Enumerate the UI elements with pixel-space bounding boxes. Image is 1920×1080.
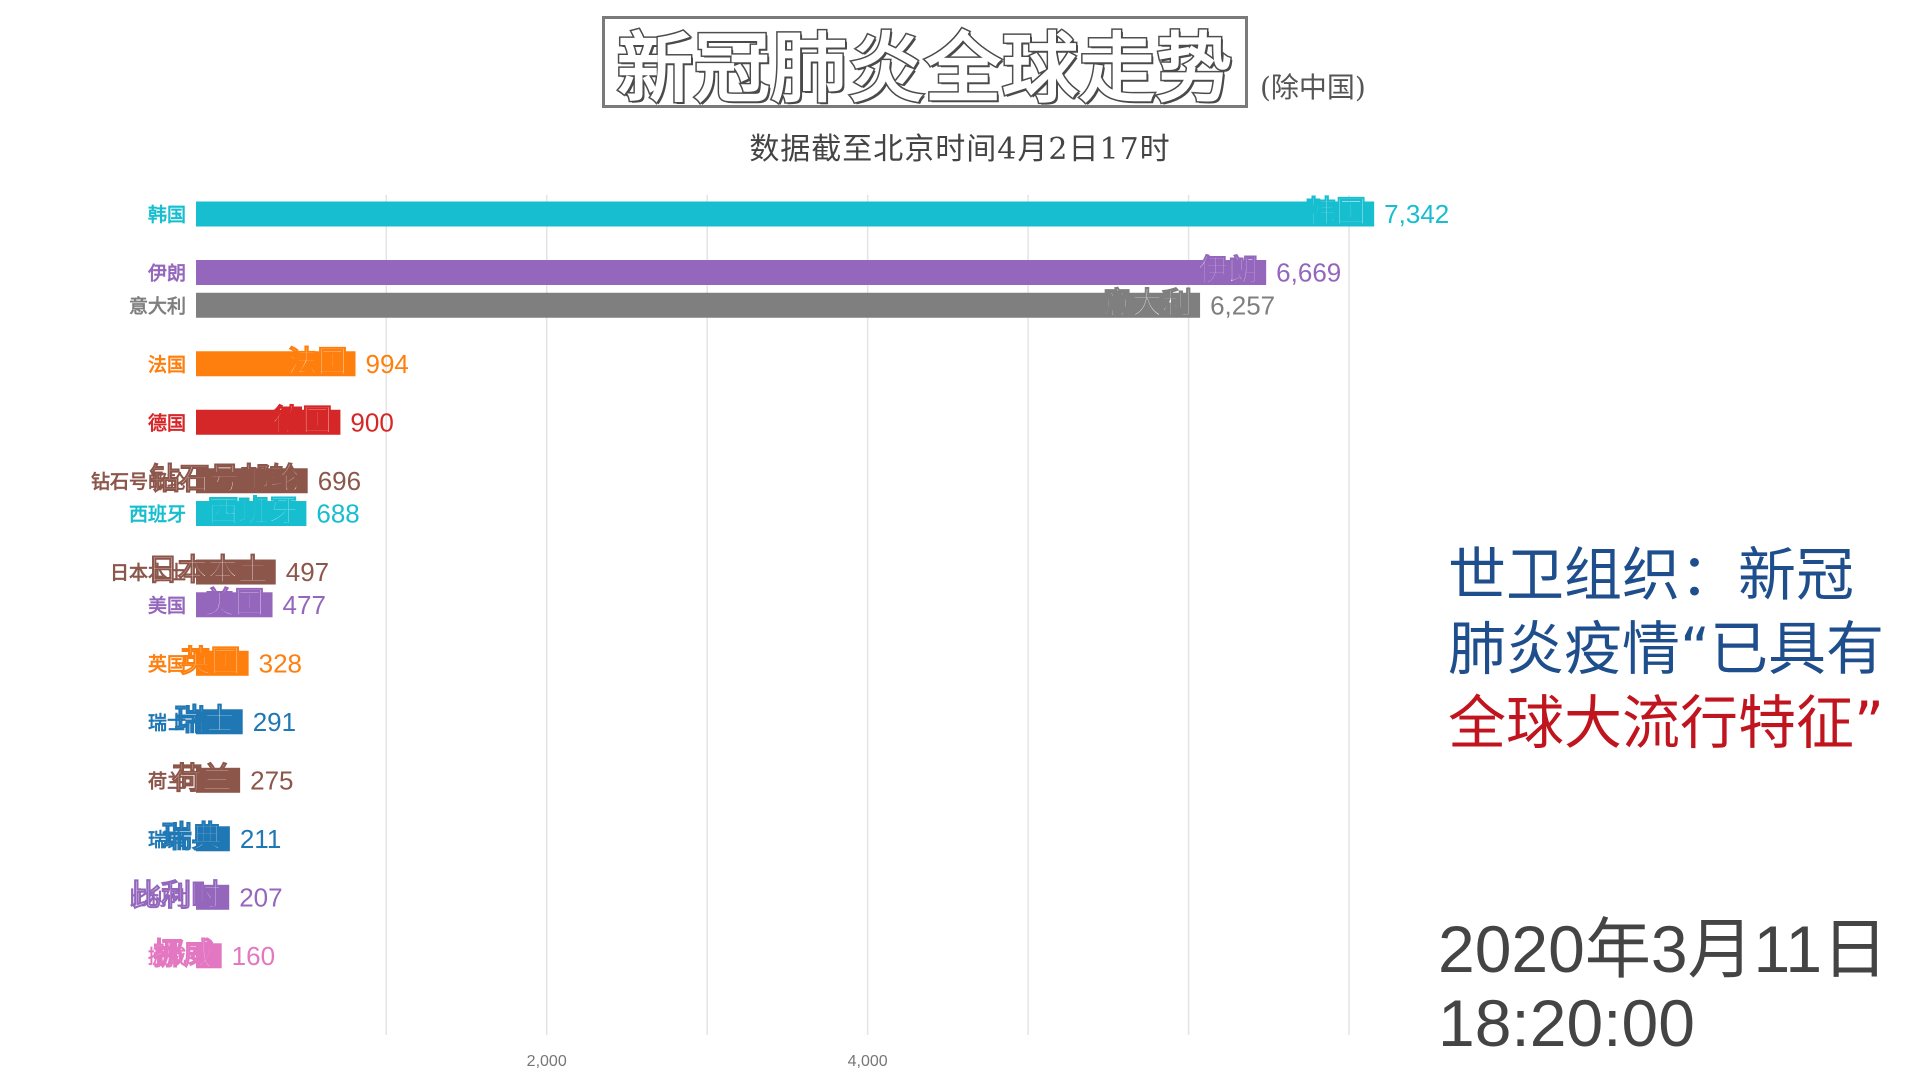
category-label: 比利时 (129, 887, 186, 909)
category-label: 法国 (148, 353, 186, 376)
bar-inner-label: 西班牙 (208, 495, 298, 530)
bar-inner-label: 瑞士 (175, 703, 235, 738)
value-label: 994 (366, 349, 409, 379)
category-label: 伊朗 (147, 262, 186, 285)
bar-inner-label: 挪威 (154, 937, 214, 972)
bar-inner-label: 美国 (205, 586, 265, 621)
value-label: 207 (239, 882, 282, 912)
timestamp-block: 2020年3月11日 18:20:00 (1438, 912, 1888, 1060)
value-label: 211 (240, 824, 281, 854)
bar (196, 201, 1375, 227)
bar-inner-label: 韩国 (1306, 195, 1366, 230)
bar (196, 767, 241, 793)
tick-layer: 2,000 4,000 (527, 1053, 888, 1070)
bar (196, 943, 222, 969)
category-label: 瑞士 (148, 711, 186, 734)
bar-inner-label: 英国 (181, 644, 241, 679)
bar-inner-label: 瑞典 (162, 820, 222, 855)
bar (196, 292, 1201, 318)
title-box: 新冠肺炎全球走势 (602, 16, 1248, 115)
value-label: 7,342 (1384, 199, 1449, 229)
value-label: 696 (318, 466, 361, 496)
title-note: (除中国) (1260, 71, 1366, 104)
bar-inner-label: 比利时 (131, 878, 221, 913)
category-label: 西班牙 (129, 503, 186, 526)
category-label: 钻石号邮轮 (91, 470, 186, 493)
annotation-line-3: 全球大流行特征” (1448, 689, 1885, 757)
value-label: 688 (316, 499, 359, 529)
bar (196, 501, 307, 527)
bar-layer: 韩国 韩国 7,342 伊朗 伊朗 6,669 意大利 意大利 6,257 法国 法国 994 德国 德国… (91, 195, 1449, 973)
bar (196, 650, 249, 676)
bar-inner-label: 荷兰 (172, 761, 232, 796)
category-label: 英国 (148, 652, 186, 675)
bar-inner-label: 钻石号邮轮 (150, 462, 300, 497)
annotation-line-2: 肺炎疫情“已具有 (1448, 615, 1885, 683)
annotation-line-1: 世卫组织：新冠 (1448, 541, 1855, 609)
grid-layer (385, 195, 1350, 1035)
value-label: 291 (253, 707, 296, 737)
value-label: 6,257 (1210, 290, 1275, 320)
category-label: 挪威 (148, 945, 186, 968)
bar (196, 409, 341, 435)
bar (196, 260, 1267, 285)
bar-inner-label: 日本本土 (148, 553, 268, 588)
value-label: 6,669 (1276, 258, 1341, 288)
bar-inner-label: 意大利 (1102, 286, 1192, 321)
value-label: 275 (250, 765, 293, 795)
category-label: 荷兰 (148, 769, 186, 792)
category-label: 瑞典 (148, 828, 186, 851)
bar-inner-label: 德国 (272, 403, 332, 438)
bar-inner-label: 伊朗 (1197, 254, 1258, 289)
bar (196, 826, 230, 852)
chart-title: 新冠肺炎全球走势 (616, 23, 1234, 115)
bar (196, 709, 243, 735)
value-label: 328 (259, 648, 302, 678)
value-label: 497 (286, 557, 329, 587)
category-label: 意大利 (129, 294, 186, 317)
bar-inner-label: 法国 (288, 345, 348, 380)
who-annotation: 世卫组织：新冠 肺炎疫情“已具有 全球大流行特征” (1448, 538, 1920, 760)
bar (196, 884, 230, 910)
timestamp-date: 2020年3月11日 (1438, 912, 1889, 986)
value-label: 477 (283, 590, 326, 620)
chart-subtitle: 数据截至北京时间4月2日17时 (749, 132, 1171, 167)
category-label: 德国 (148, 411, 186, 434)
timestamp-time: 18:20:00 (1438, 986, 1695, 1060)
category-label: 日本本土 (110, 561, 186, 584)
x-tick-label: 4,000 (848, 1053, 888, 1070)
bar (196, 592, 273, 618)
category-label: 韩国 (148, 203, 186, 226)
x-tick-label: 2,000 (527, 1053, 567, 1070)
value-label: 160 (232, 941, 275, 971)
bar (196, 351, 356, 377)
value-label: 900 (350, 407, 393, 437)
category-label: 美国 (148, 594, 186, 617)
bar (196, 468, 308, 494)
bar (196, 559, 276, 585)
